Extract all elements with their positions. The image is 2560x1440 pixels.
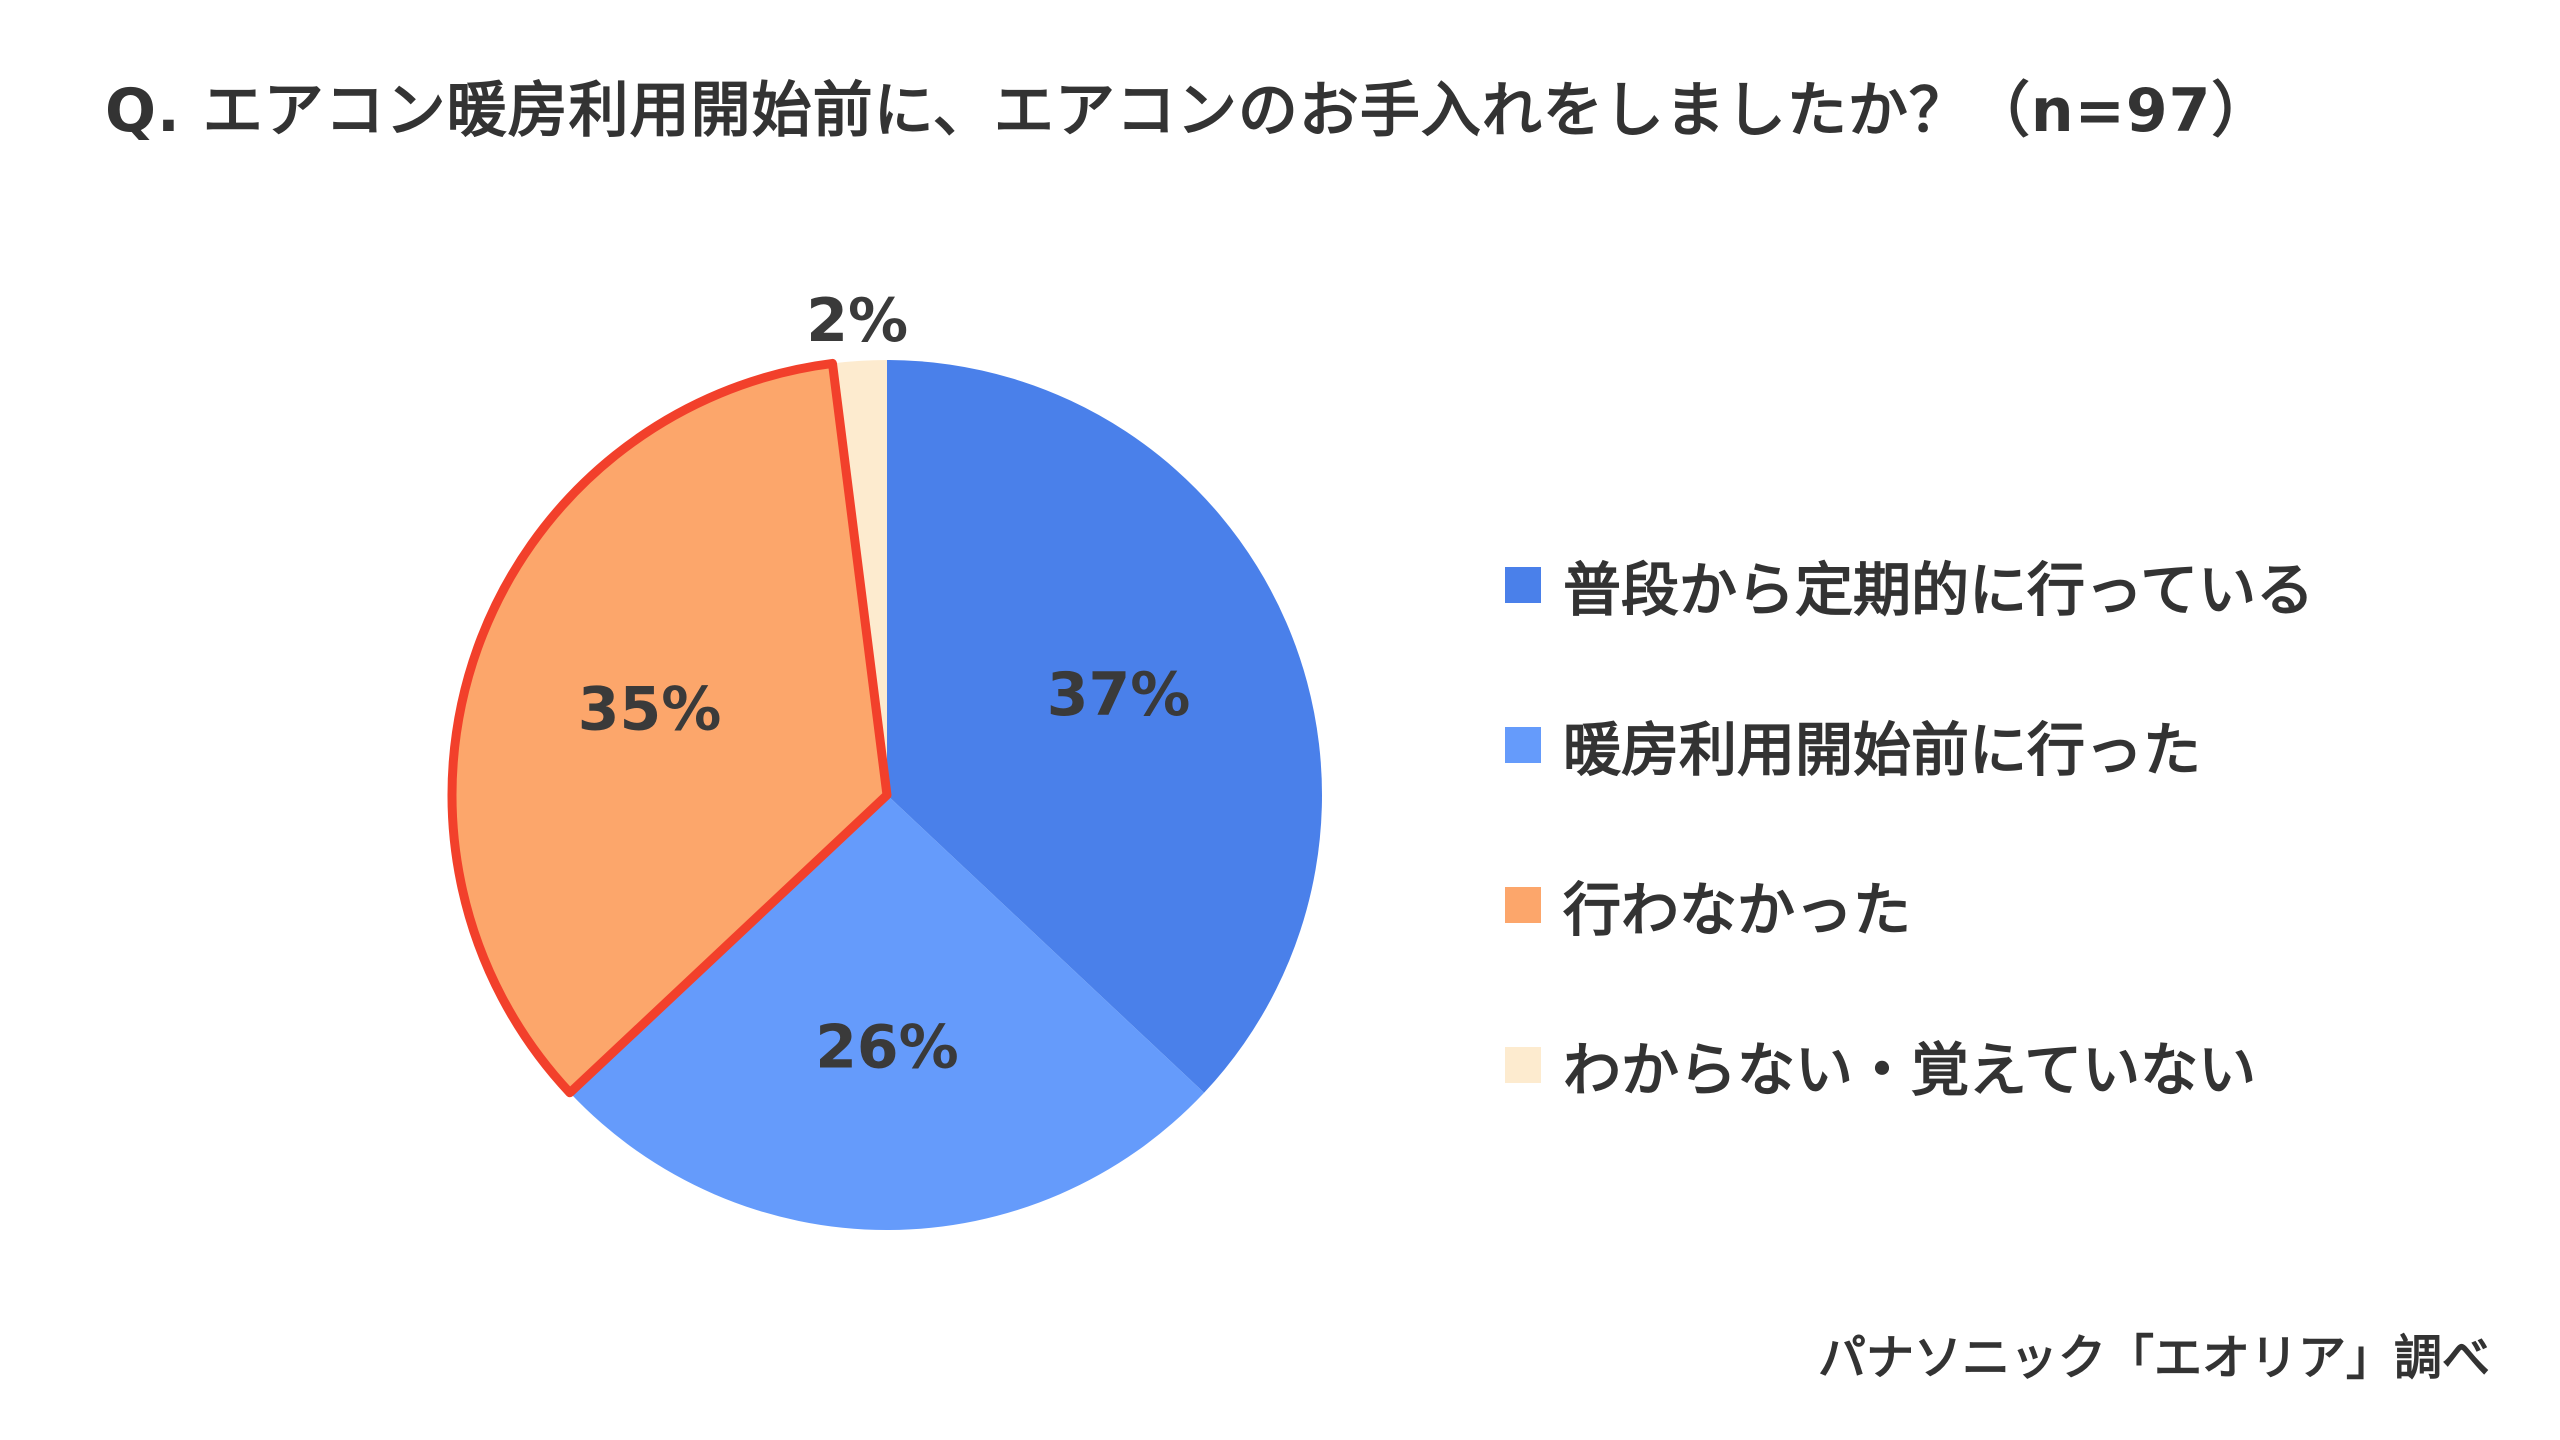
legend-label: 普段から定期的に行っている: [1563, 556, 2315, 624]
legend-item: 行わなかった: [1505, 825, 2314, 985]
legend-label: 暖房利用開始前に行った: [1563, 716, 2202, 784]
legend: 普段から定期的に行っている 暖房利用開始前に行った 行わなかった わからない・覚…: [1505, 505, 2314, 1145]
legend-item: わからない・覚えていない: [1505, 985, 2314, 1145]
highlight-outline: [447, 358, 892, 1098]
slice-label: 35%: [578, 675, 722, 745]
legend-item: 普段から定期的に行っている: [1505, 505, 2314, 665]
legend-swatch: [1505, 567, 1541, 603]
pie-slice: [569, 795, 1205, 1230]
slice-label: 26%: [815, 1012, 959, 1082]
legend-swatch: [1505, 1047, 1541, 1083]
legend-label: わからない・覚えていない: [1563, 1036, 2257, 1104]
legend-swatch: [1505, 727, 1541, 763]
legend-label: 行わなかった: [1563, 876, 1912, 944]
slice-label: 37%: [1047, 660, 1191, 730]
legend-swatch: [1505, 887, 1541, 923]
chart-title: Q. エアコン暖房利用開始前に、エアコンのお手入れをしましたか？（n=97）: [105, 76, 2273, 146]
slice-label: 2%: [806, 286, 908, 356]
legend-item: 暖房利用開始前に行った: [1505, 665, 2314, 825]
source-note: パナソニック「エオリア」調べ: [1817, 1330, 2490, 1386]
pie-slice: [451, 363, 887, 1093]
pie-slice: [887, 360, 1322, 1093]
